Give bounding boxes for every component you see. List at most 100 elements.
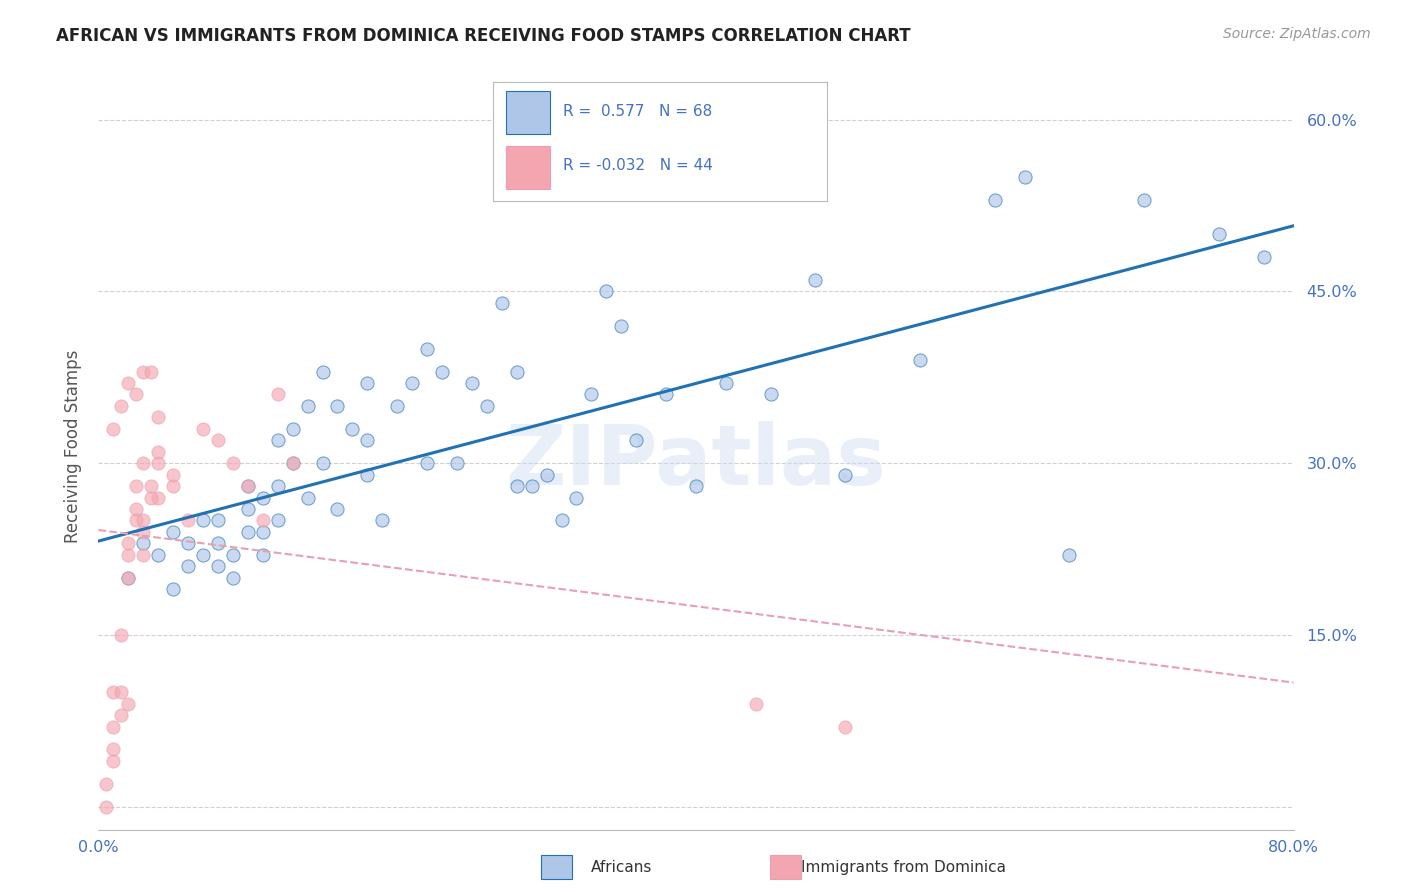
Point: [342, 422, 364, 436]
Point: [148, 456, 170, 470]
Point: [252, 548, 274, 562]
Point: [356, 467, 378, 482]
Point: [281, 422, 304, 436]
Point: [326, 399, 349, 413]
Point: [132, 536, 155, 550]
Point: [834, 467, 856, 482]
Point: [110, 399, 132, 413]
Point: [297, 399, 319, 413]
Point: [222, 571, 245, 585]
Y-axis label: Receiving Food Stamps: Receiving Food Stamps: [63, 350, 82, 542]
Point: [475, 399, 498, 413]
Point: [311, 456, 333, 470]
Point: [520, 479, 543, 493]
Text: Source: ZipAtlas.com: Source: ZipAtlas.com: [1223, 27, 1371, 41]
Point: [416, 342, 439, 356]
Point: [1208, 227, 1230, 242]
Point: [177, 513, 200, 527]
Point: [236, 502, 259, 516]
Point: [371, 513, 394, 527]
Point: [685, 479, 707, 493]
Point: [356, 376, 378, 390]
Point: [162, 524, 184, 539]
Point: [506, 365, 529, 379]
Point: [139, 365, 162, 379]
Point: [385, 399, 409, 413]
Point: [311, 365, 333, 379]
Point: [1014, 169, 1036, 184]
Point: [132, 513, 155, 527]
Point: [595, 285, 617, 299]
Point: [103, 685, 125, 699]
Point: [103, 719, 125, 733]
Point: [252, 491, 274, 505]
Point: [162, 467, 184, 482]
Point: [94, 799, 117, 814]
Point: [908, 353, 931, 368]
Point: [610, 318, 633, 333]
Point: [267, 387, 290, 401]
Point: [191, 548, 214, 562]
Point: [297, 491, 319, 505]
Point: [1253, 250, 1275, 264]
Point: [117, 571, 139, 585]
Point: [1133, 193, 1156, 207]
Point: [536, 467, 558, 482]
Text: Africans: Africans: [591, 860, 652, 874]
Point: [117, 697, 139, 711]
Point: [148, 548, 170, 562]
Point: [267, 479, 290, 493]
Point: [139, 491, 162, 505]
Point: [125, 387, 148, 401]
Point: [132, 365, 155, 379]
Point: [281, 456, 304, 470]
Point: [132, 456, 155, 470]
Point: [416, 456, 439, 470]
Point: [236, 479, 259, 493]
Point: [626, 434, 648, 448]
Point: [148, 491, 170, 505]
Point: [506, 479, 529, 493]
Point: [759, 387, 782, 401]
Text: AFRICAN VS IMMIGRANTS FROM DOMINICA RECEIVING FOOD STAMPS CORRELATION CHART: AFRICAN VS IMMIGRANTS FROM DOMINICA RECE…: [56, 27, 911, 45]
Point: [148, 410, 170, 425]
Point: [281, 456, 304, 470]
Point: [191, 422, 214, 436]
Point: [177, 536, 200, 550]
Point: [110, 685, 132, 699]
Point: [125, 479, 148, 493]
Point: [110, 708, 132, 723]
Point: [581, 387, 603, 401]
Point: [125, 513, 148, 527]
Point: [252, 524, 274, 539]
Point: [236, 479, 259, 493]
Point: [655, 387, 678, 401]
Point: [139, 479, 162, 493]
Point: [222, 548, 245, 562]
Point: [207, 513, 229, 527]
Point: [461, 376, 484, 390]
Point: [132, 548, 155, 562]
Point: [252, 513, 274, 527]
Point: [148, 444, 170, 458]
Point: [103, 754, 125, 768]
Point: [491, 296, 513, 310]
Text: Immigrants from Dominica: Immigrants from Dominica: [801, 860, 1007, 874]
Point: [191, 513, 214, 527]
Point: [117, 536, 139, 550]
Point: [1059, 548, 1081, 562]
Point: [565, 491, 588, 505]
Point: [94, 777, 117, 791]
Point: [326, 502, 349, 516]
Point: [125, 502, 148, 516]
Point: [401, 376, 423, 390]
Point: [110, 628, 132, 642]
Point: [117, 571, 139, 585]
Point: [804, 273, 827, 287]
Point: [177, 559, 200, 574]
Point: [236, 524, 259, 539]
Point: [162, 479, 184, 493]
Point: [207, 434, 229, 448]
Point: [117, 376, 139, 390]
Point: [103, 422, 125, 436]
